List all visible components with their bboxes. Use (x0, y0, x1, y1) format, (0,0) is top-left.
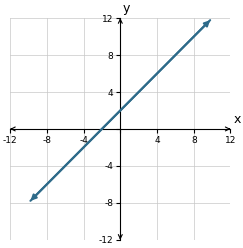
Text: y: y (123, 2, 130, 15)
Text: x: x (233, 113, 241, 126)
